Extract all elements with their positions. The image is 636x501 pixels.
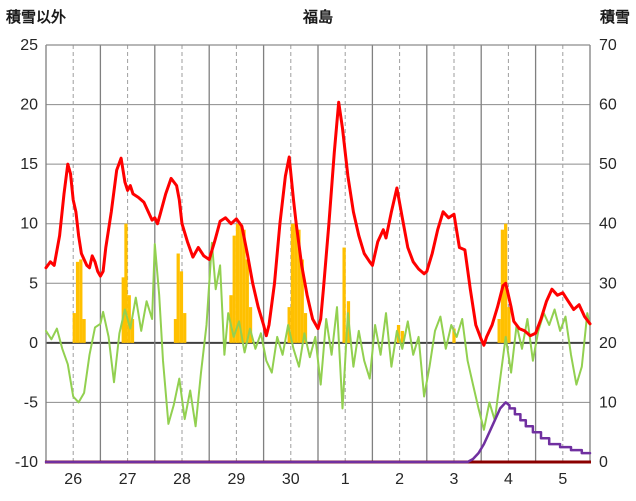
svg-text:25: 25: [20, 37, 38, 54]
left-axis-title: 積雪以外: [6, 9, 67, 26]
right-axis-title: 積雪: [599, 9, 630, 26]
svg-text:27: 27: [119, 471, 137, 488]
svg-text:28: 28: [173, 471, 191, 488]
svg-text:3: 3: [450, 471, 459, 488]
svg-text:70: 70: [599, 37, 617, 54]
svg-text:1: 1: [341, 471, 350, 488]
svg-text:-5: -5: [24, 394, 38, 411]
svg-text:30: 30: [599, 275, 617, 292]
svg-text:26: 26: [64, 471, 82, 488]
svg-text:50: 50: [599, 156, 617, 173]
svg-text:-10: -10: [15, 454, 38, 471]
svg-text:20: 20: [20, 97, 38, 114]
svg-text:2: 2: [395, 471, 404, 488]
svg-text:20: 20: [599, 335, 617, 352]
svg-text:4: 4: [504, 471, 513, 488]
svg-text:10: 10: [599, 394, 617, 411]
svg-text:0: 0: [599, 454, 608, 471]
svg-text:10: 10: [20, 216, 38, 233]
svg-text:60: 60: [599, 97, 617, 114]
svg-text:15: 15: [20, 156, 38, 173]
svg-text:30: 30: [282, 471, 300, 488]
svg-text:5: 5: [558, 471, 567, 488]
svg-text:40: 40: [599, 216, 617, 233]
chart-title: 福島: [302, 9, 333, 26]
svg-text:0: 0: [29, 335, 38, 352]
svg-text:5: 5: [29, 275, 38, 292]
svg-text:29: 29: [228, 471, 246, 488]
